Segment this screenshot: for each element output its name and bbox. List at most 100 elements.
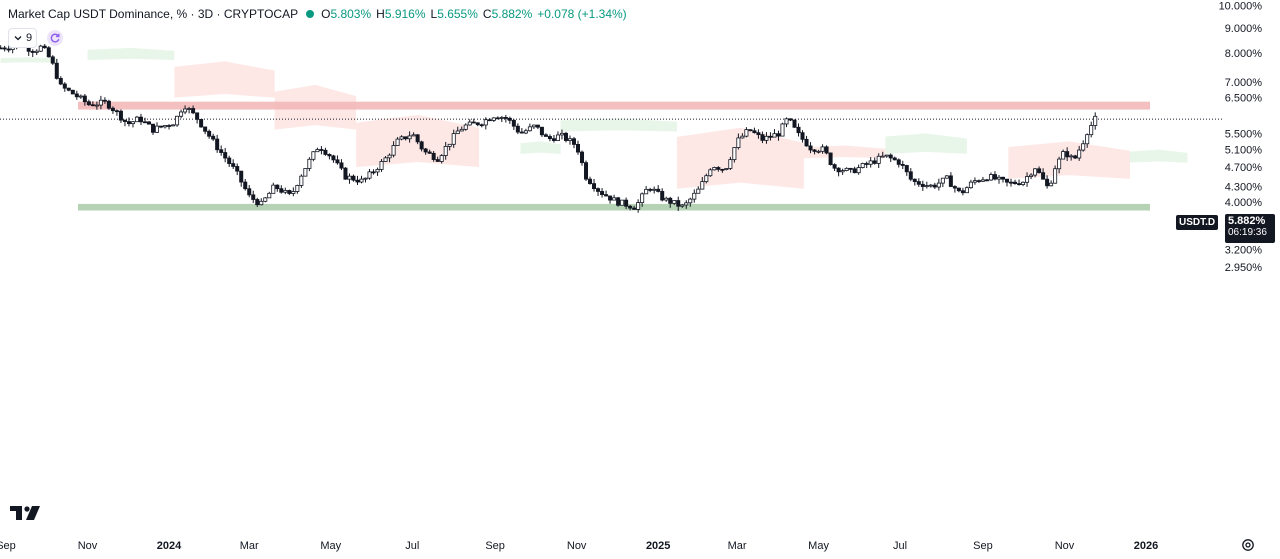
candle: [531, 124, 536, 129]
candle: [411, 132, 416, 137]
candle: [584, 160, 589, 181]
resistance-band[interactable]: [78, 101, 1150, 110]
candle: [612, 194, 617, 201]
candle: [62, 82, 67, 92]
candle: [327, 153, 332, 160]
candle: [660, 188, 665, 202]
candle: [375, 167, 380, 176]
candle: [824, 145, 829, 155]
candle: [896, 158, 901, 168]
candle: [624, 197, 629, 210]
refresh-icon[interactable]: [47, 30, 64, 46]
candle: [387, 153, 392, 163]
candle: [664, 196, 669, 202]
support-band[interactable]: [78, 203, 1150, 211]
candle: [275, 184, 280, 192]
candle: [608, 195, 613, 204]
candle: [1041, 168, 1046, 180]
candle: [70, 89, 75, 95]
candle: [82, 93, 87, 106]
time-axis[interactable]: Sep Nov 2024 Mar May Jul Sep Nov 2025 Mar May Jul Se…: [0, 540, 1158, 552]
candle: [740, 133, 745, 139]
candle: [299, 174, 304, 188]
candle: [592, 179, 597, 192]
candle: [50, 55, 55, 65]
candle: [976, 179, 981, 184]
time-axis-tick: Nov: [567, 540, 587, 552]
candle: [403, 136, 408, 141]
time-axis-tick: May: [808, 540, 829, 552]
candle: [199, 118, 204, 128]
candle: [267, 191, 272, 199]
candle: [54, 58, 59, 80]
symbol-title[interactable]: Market Cap USDT Dominance, % · 3D · CRYP…: [8, 7, 299, 21]
candle: [151, 123, 156, 135]
candle: [255, 197, 260, 207]
candle: [455, 126, 460, 135]
candle: [235, 163, 240, 176]
candle: [1000, 176, 1005, 183]
candle: [259, 198, 264, 206]
cloud-segment: [560, 118, 677, 132]
candle: [720, 168, 725, 173]
tradingview-logo[interactable]: [10, 505, 42, 526]
candle: [179, 109, 184, 119]
candle: [1045, 175, 1050, 189]
candle: [343, 167, 348, 180]
candle: [503, 114, 508, 123]
candle: [892, 156, 897, 161]
candle: [347, 173, 352, 184]
price-axis[interactable]: 10.000% 9.000% 8.000% 7.000% 6.500% 5.500% 5.1…: [1219, 0, 1263, 274]
candle: [820, 144, 825, 154]
candle: [988, 172, 993, 181]
candle: [303, 168, 308, 177]
candle: [483, 117, 488, 130]
candle: [315, 147, 320, 153]
chevron-down-icon: [14, 36, 22, 41]
candle: [768, 132, 773, 141]
candle: [155, 122, 160, 134]
candle: [676, 196, 681, 211]
candle: [391, 141, 396, 158]
candle: [856, 164, 861, 175]
candle: [928, 183, 933, 188]
candle: [932, 182, 937, 189]
candle: [211, 133, 216, 142]
candle: [523, 128, 528, 135]
candle: [788, 118, 793, 122]
candle: [588, 176, 593, 185]
gear-icon[interactable]: [1240, 537, 1256, 558]
candle: [487, 118, 492, 122]
close-label: C: [482, 7, 492, 21]
symbol-tag: USDT.D: [1176, 215, 1219, 230]
candle: [279, 185, 284, 194]
candle: [1057, 156, 1062, 174]
candle: [243, 178, 248, 191]
candle: [712, 166, 717, 171]
candle: [680, 203, 685, 208]
candle: [507, 116, 512, 124]
price-axis-tick: 4.300%: [1225, 181, 1263, 193]
candle: [110, 106, 115, 114]
candle: [475, 122, 480, 127]
candle: [724, 168, 729, 171]
indicators-toggle-button[interactable]: 9: [8, 28, 38, 48]
candle: [700, 176, 705, 190]
cloud-segment: [1129, 149, 1188, 163]
price-axis-tick: 5.100%: [1225, 145, 1263, 157]
indicator-count: 9: [26, 32, 33, 44]
price-axis-tick: 9.000%: [1225, 23, 1263, 35]
candle: [171, 124, 176, 127]
candle: [1017, 179, 1022, 186]
candle: [728, 156, 733, 171]
candle: [1081, 140, 1086, 152]
candle: [555, 131, 560, 141]
candle: [864, 161, 869, 169]
bar-countdown: 06:19:36: [1228, 227, 1267, 238]
candle: [419, 140, 424, 152]
close-value: 5.882%: [491, 7, 533, 21]
candle: [832, 163, 837, 172]
candle: [620, 199, 625, 206]
candle: [1061, 149, 1066, 160]
